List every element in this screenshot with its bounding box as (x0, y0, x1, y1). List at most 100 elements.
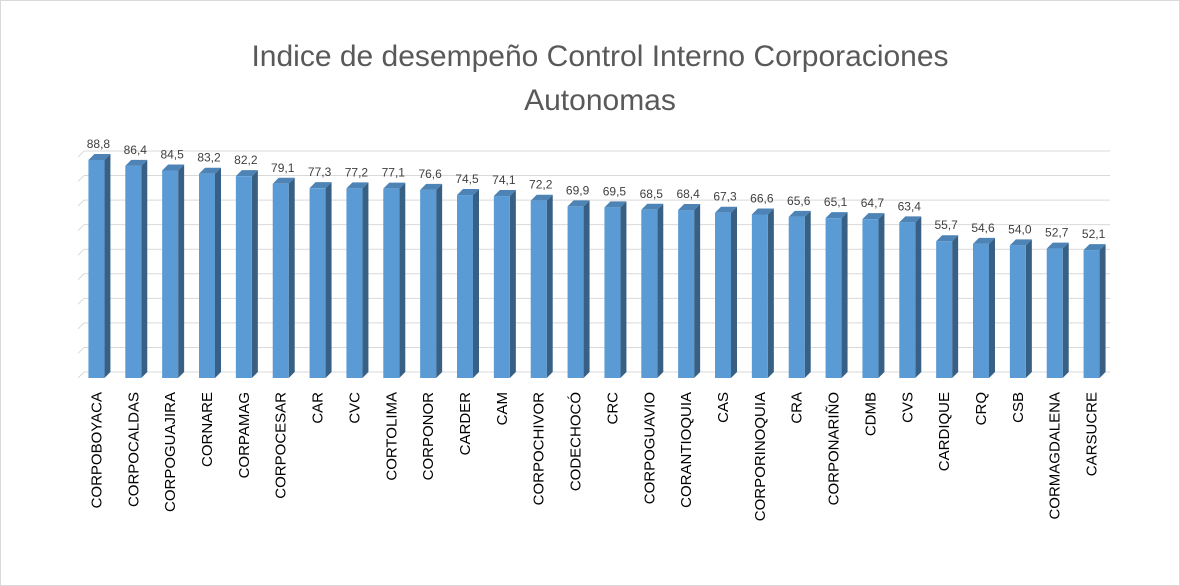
x-tick-label: CAR (310, 392, 327, 424)
data-label: 65,1 (824, 195, 848, 209)
data-label: 54,0 (1008, 222, 1032, 236)
data-label: 64,7 (861, 196, 885, 210)
bar-top (825, 212, 848, 219)
data-label: 63,4 (898, 199, 922, 213)
data-label: 84,5 (160, 148, 184, 162)
bar-top (936, 235, 959, 242)
bar (530, 200, 547, 378)
bar-side (694, 204, 701, 378)
x-tick-label: CDMB (862, 392, 879, 436)
data-label: 52,7 (1045, 226, 1069, 240)
bar (862, 219, 879, 378)
x-tick-label: CORPONOR (420, 392, 437, 481)
bar-side (546, 194, 553, 378)
data-label: 68,5 (640, 187, 664, 201)
x-tick-label: CORNARE (199, 392, 216, 467)
bar-top (493, 190, 516, 197)
x-tick-label: CRQ (973, 392, 990, 425)
bar-side (1099, 244, 1106, 378)
bar (162, 170, 179, 378)
x-tick-label: CORTOLIMA (383, 392, 400, 481)
grid-line (77, 273, 85, 281)
bar-side (1025, 239, 1032, 378)
bar (272, 183, 289, 378)
bar (641, 209, 658, 378)
bar (309, 188, 326, 378)
x-tick-label: CORPOBOYACA (88, 392, 105, 508)
bar (715, 212, 731, 378)
grid-line (77, 347, 85, 354)
bar (346, 188, 363, 378)
data-label: 82,2 (234, 153, 258, 167)
bar-side (989, 237, 995, 378)
bar-top (125, 159, 148, 166)
bar-top (899, 216, 922, 223)
data-label: 68,4 (676, 187, 700, 201)
bar-top (530, 194, 553, 201)
x-tick-label: CORPOCHIVOR (531, 392, 548, 506)
data-label: 83,2 (197, 151, 221, 165)
grid-line (77, 297, 85, 305)
bar-side (731, 206, 737, 378)
bar (493, 196, 510, 378)
data-label: 86,4 (124, 143, 148, 157)
bar (751, 214, 768, 378)
bar-side (215, 167, 221, 378)
bar (88, 159, 105, 378)
bar-side (141, 159, 148, 378)
x-tick-label: CORPONARIÑO (826, 392, 843, 505)
x-tick-label: CORPOCALDAS (125, 392, 142, 507)
bar (936, 241, 953, 378)
x-tick-label: CAS (715, 392, 732, 423)
grid-line (77, 199, 85, 207)
bar-top (88, 153, 111, 160)
x-tick-label: CRC (604, 392, 621, 425)
bar-side (325, 182, 332, 378)
bar-side (473, 189, 479, 378)
x-tick-label: CARDIQUE (936, 392, 953, 471)
bar (383, 188, 400, 378)
bar-side (251, 170, 258, 378)
bar (788, 216, 805, 378)
x-tick-label: CORMAGDALENA (1047, 392, 1064, 520)
x-tick-label: CRA (789, 392, 806, 424)
bar-top (346, 182, 369, 189)
x-tick-label: CODECHOCÓ (568, 392, 585, 491)
bar-side (399, 182, 406, 378)
data-label: 67,3 (713, 190, 737, 204)
bar (1083, 250, 1100, 378)
bar-top (199, 167, 221, 174)
data-label: 74,1 (492, 173, 516, 187)
bar-top (715, 206, 737, 213)
bar-side (657, 203, 664, 378)
bar-top (1009, 239, 1032, 246)
x-tick-label: CORPORINOQUIA (752, 392, 769, 521)
bar (899, 222, 916, 378)
data-label: 77,3 (308, 165, 332, 179)
data-label: 76,6 (418, 167, 442, 181)
data-label: 74,5 (455, 172, 479, 186)
bar-side (288, 177, 295, 378)
bar-side (952, 235, 959, 378)
data-label: 55,7 (934, 218, 958, 232)
bar (825, 218, 842, 378)
bar-side (1062, 242, 1069, 378)
bar-side (915, 216, 922, 378)
chart-title: Indice de desempeño Control Interno Corp… (251, 40, 948, 73)
x-tick-label: CORANTIOQUIA (678, 392, 695, 508)
x-tick-label: CARDER (457, 392, 474, 456)
bar-top (788, 210, 811, 217)
bar-top (383, 182, 406, 189)
bar-side (362, 182, 369, 378)
grid-line (77, 371, 85, 379)
bar-top (457, 189, 479, 196)
grid-line (77, 224, 85, 232)
bar-top (973, 237, 995, 244)
x-tick-label: CORPOGUAVIO (641, 392, 658, 504)
bar-top (862, 213, 885, 220)
bar-side (841, 212, 848, 378)
bar (678, 210, 695, 378)
bar-side (804, 210, 811, 378)
bar-top (751, 208, 774, 215)
bar-top (309, 182, 332, 189)
